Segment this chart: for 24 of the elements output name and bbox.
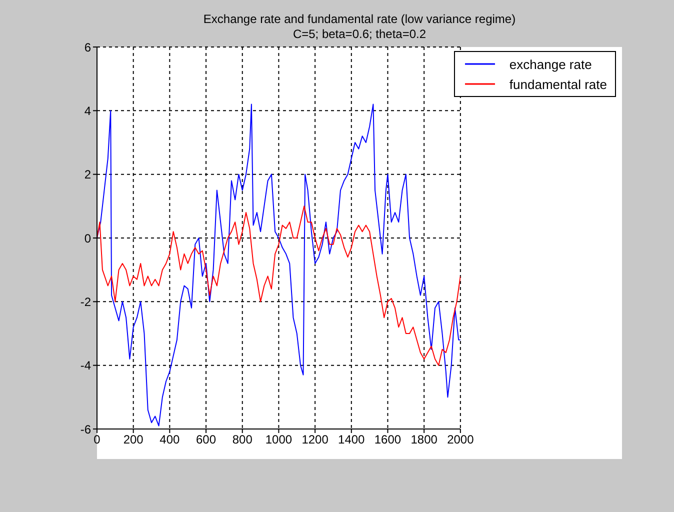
y-tick-label: -2 (80, 294, 92, 309)
chart-title: Exchange rate and fundamental rate (low variance regime) (202, 12, 517, 27)
x-tick-label: 400 (160, 432, 180, 447)
y-tick-label: 4 (84, 104, 92, 118)
legend-label: fundamental rate (509, 76, 607, 92)
x-tick-label: 1800 (410, 432, 438, 447)
x-tick-label: 1000 (265, 432, 292, 447)
x-tick-label: 2000 (447, 432, 474, 447)
y-tick-label: -6 (80, 422, 92, 436)
y-tick-label: -4 (80, 358, 92, 373)
line-series (97, 206, 460, 366)
y-tick-label: 0 (84, 231, 92, 246)
x-tick-label: 200 (123, 432, 144, 447)
line-series (97, 104, 460, 426)
x-tick-label: 800 (232, 432, 253, 447)
x-tick-label: 1400 (338, 432, 366, 447)
x-tick-label: 1200 (302, 432, 329, 447)
x-tick-label: 1600 (374, 432, 402, 447)
x-tick-label: 0 (94, 432, 101, 447)
y-tick-label: 2 (84, 168, 92, 182)
legend-label: exchange rate (509, 56, 592, 72)
y-tick-label: 6 (84, 40, 92, 54)
x-tick-label: 600 (196, 432, 216, 447)
chart-subtitle: C=5; beta=0.6; theta=0.2 (292, 27, 428, 42)
